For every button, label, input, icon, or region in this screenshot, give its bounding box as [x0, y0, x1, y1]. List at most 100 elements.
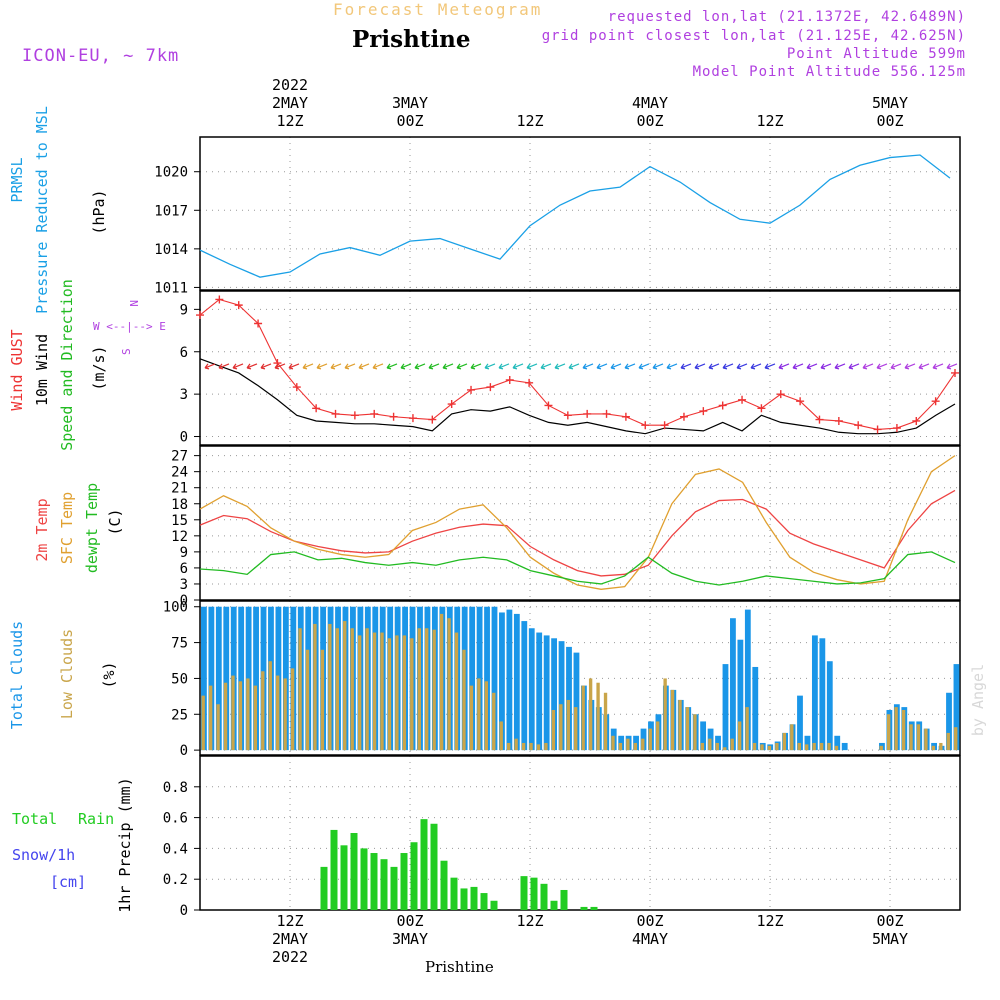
low-cloud-bar	[328, 623, 332, 751]
low-cloud-bar	[246, 678, 250, 751]
chart-title: Prishtine	[352, 26, 471, 53]
low-cloud-bar	[402, 635, 407, 751]
time-label: 5MAY 00Z	[871, 94, 909, 130]
time-label: 00Z 3MAY	[391, 912, 429, 948]
gust-marker	[447, 400, 456, 409]
low-cloud-bar	[499, 721, 503, 751]
low-cloud-bar	[380, 632, 384, 751]
wind-arrow	[596, 363, 608, 370]
low-cloud-bar	[715, 742, 719, 751]
low-cloud-bar	[514, 738, 518, 751]
low-cloud-bar	[618, 742, 623, 751]
gust-marker	[892, 424, 901, 433]
low-cloud-bar	[559, 704, 563, 751]
gust-marker	[815, 415, 824, 424]
wind-arrow	[330, 363, 342, 370]
wind-arrow	[484, 363, 496, 370]
low-cloud-bar	[588, 678, 593, 751]
total-cloud-bar	[797, 695, 803, 751]
gridpoint-coords: grid point closest lon,lat (21.125E, 42.…	[541, 28, 966, 44]
total-cloud-bar	[826, 661, 833, 751]
wind-arrow	[792, 363, 804, 370]
wind-arrow	[638, 363, 650, 370]
wind-arrow	[568, 363, 580, 370]
low-cloud-bar	[432, 629, 436, 751]
rain-bar	[390, 866, 398, 910]
low-cloud-bar	[670, 689, 675, 751]
total-cloud-bar	[543, 635, 550, 751]
total-cloud-bar	[752, 666, 759, 751]
time-label: 4MAY 00Z	[631, 94, 669, 130]
low-cloud-bar	[506, 742, 511, 751]
wind-arrow	[778, 363, 790, 370]
sfc-temp-label: SFC Temp	[58, 492, 76, 564]
low-cloud-bar	[521, 742, 526, 751]
low-cloud-bar	[276, 675, 280, 751]
gust-marker	[428, 415, 437, 424]
low-cloud-bar	[626, 738, 630, 751]
precip-ytick-label: 0.4	[163, 841, 188, 857]
low-cloud-bar	[663, 678, 667, 751]
temp-ytick-label: 18	[171, 497, 188, 513]
low-cloud-bar	[879, 745, 883, 751]
low-cloud-bar	[700, 742, 705, 751]
wind-ytick-label: 0	[180, 430, 188, 446]
precip-ytick-label: 0	[180, 903, 188, 919]
wind-arrow	[274, 363, 286, 370]
time-label: 2022 2MAY 12Z	[271, 76, 309, 130]
gust-marker	[350, 411, 359, 420]
gust-marker	[834, 416, 843, 425]
low-cloud-bar	[745, 707, 749, 751]
low-cloud-bar	[268, 661, 272, 751]
wind-arrow	[820, 363, 832, 370]
gust-marker	[583, 409, 592, 418]
low-cloud-bar	[395, 635, 399, 751]
total-cloud-bar	[506, 609, 513, 751]
wind-arrow	[862, 363, 874, 370]
pressure-ytick-label: 1011	[154, 280, 188, 296]
temp-ytick-label: 9	[180, 545, 188, 561]
wind-arrow	[694, 363, 706, 370]
gust-marker	[312, 404, 321, 413]
chart-subtitle: Forecast Meteogram	[333, 0, 543, 19]
low-cloud-bar	[611, 735, 615, 751]
low-cloud-bar	[723, 747, 727, 751]
wind-arrow	[498, 363, 510, 370]
wind-arrow	[750, 363, 762, 370]
wind-arrow	[526, 363, 538, 370]
low-cloud-bar	[641, 738, 645, 751]
compass-south: S	[120, 348, 133, 355]
low-cloud-bar	[357, 635, 362, 751]
compass-we: W <--|--> E	[93, 320, 166, 333]
wind-arrow	[582, 363, 594, 370]
wind-arrow	[540, 363, 552, 370]
wind-arrow	[904, 363, 916, 370]
total-cloud-bar	[700, 721, 707, 751]
total-cloud-bar	[253, 606, 259, 751]
low-cloud-bar	[536, 744, 541, 751]
low-cloud-bar	[372, 632, 377, 751]
low-cloud-bar	[529, 742, 533, 751]
rain-bar	[490, 900, 498, 910]
rain-bar	[360, 848, 368, 910]
temp-ytick-label: 0	[180, 593, 188, 609]
gust-marker	[408, 414, 417, 423]
precip-ytick-label: 0.2	[163, 872, 188, 888]
gust-marker	[196, 311, 204, 320]
low-cloud-bar	[283, 678, 287, 751]
low-cloud-bar	[574, 707, 578, 751]
low-cloud-bar	[208, 685, 213, 751]
low-cloud-bar	[775, 742, 779, 751]
wind-arrow	[624, 363, 636, 370]
pressure-ytick-label: 1014	[154, 242, 188, 258]
low-cloud-bar	[343, 621, 347, 751]
gust-label: Wind GUST	[8, 329, 26, 410]
clouds-ytick-label: 0	[180, 743, 188, 759]
clouds-ytick-label: 25	[171, 707, 188, 723]
total-cloud-bar	[558, 641, 565, 751]
wind-arrow	[400, 363, 412, 370]
low-cloud-bar	[678, 699, 682, 751]
wind-arrow	[848, 363, 860, 370]
total-cloud-bar	[953, 664, 960, 751]
t2m-label: 2m Temp	[33, 498, 51, 561]
